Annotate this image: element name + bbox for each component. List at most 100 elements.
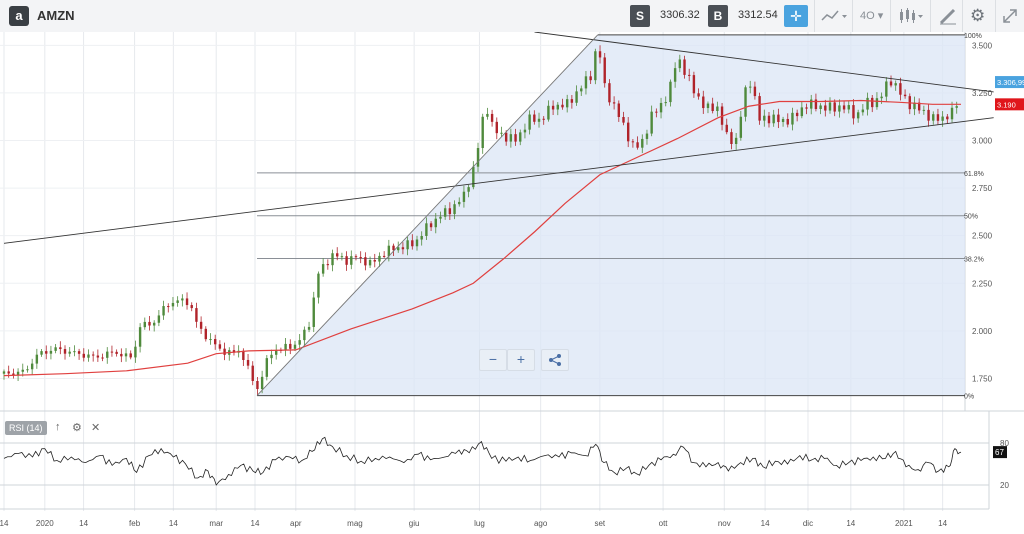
trendline: [256, 34, 599, 396]
candle-body: [678, 59, 682, 69]
candle-body: [824, 105, 827, 111]
zoom-in-button[interactable]: +: [507, 349, 535, 371]
candle-body: [509, 134, 513, 142]
candle-body: [800, 107, 804, 117]
candle-body: [650, 111, 653, 134]
x-tick-label: 14: [846, 519, 855, 528]
candle-body: [54, 347, 57, 351]
candle-body: [697, 93, 700, 97]
candle-body: [641, 138, 644, 148]
candle-body: [833, 102, 836, 112]
candle-body: [378, 255, 381, 262]
candle-body: [730, 132, 733, 145]
buy-price[interactable]: 3312.54: [738, 9, 778, 21]
y-tick-label: 3.000: [972, 137, 993, 146]
x-tick-label: 14: [169, 519, 178, 528]
candle-body: [392, 245, 395, 251]
candle-body: [580, 88, 583, 92]
candle-body: [260, 376, 264, 390]
candle-body: [565, 99, 569, 108]
candle-body: [59, 347, 62, 350]
candle-body: [917, 102, 921, 111]
x-tick-label: feb: [129, 519, 141, 528]
candle-body: [786, 118, 789, 125]
line-chart-icon[interactable]: [820, 6, 848, 26]
candle-body: [932, 114, 935, 121]
sell-button[interactable]: S: [630, 5, 650, 27]
candle-body: [814, 99, 818, 110]
candle-body: [143, 321, 146, 328]
candle-body: [758, 96, 761, 121]
candle-body: [936, 114, 940, 121]
symbol-title: AMZN: [37, 8, 75, 23]
candle-body: [866, 97, 869, 110]
candle-body: [411, 240, 414, 247]
candle-body: [63, 349, 67, 354]
buy-button[interactable]: B: [708, 5, 728, 27]
candle-body: [45, 351, 48, 354]
candle-body: [861, 109, 865, 113]
x-tick-label: giu: [409, 519, 420, 528]
candle-body: [528, 114, 531, 130]
candle-body: [777, 114, 780, 123]
candle-body: [115, 351, 118, 354]
candle-body: [439, 216, 442, 219]
candle-body: [688, 74, 691, 76]
x-tick-label: 14: [0, 519, 9, 528]
gear-icon[interactable]: ⚙: [72, 422, 82, 434]
candle-body: [326, 264, 330, 266]
candle-body: [345, 256, 348, 265]
y-tick-label: 2.250: [972, 279, 993, 288]
candle-body: [359, 257, 362, 259]
candle-body: [2, 371, 6, 374]
candlestick-icon[interactable]: [898, 6, 926, 26]
candle-body: [763, 115, 766, 121]
up-arrow-icon[interactable]: ↑: [55, 421, 61, 433]
x-tick-label: 14: [79, 519, 88, 528]
timeframe-label: 4O: [860, 10, 875, 22]
candle-body: [594, 51, 597, 81]
candle-body: [124, 353, 128, 357]
pencil-icon[interactable]: [938, 6, 958, 26]
candle-body: [500, 132, 503, 134]
close-icon[interactable]: ✕: [91, 422, 101, 434]
x-tick-label: set: [594, 519, 605, 528]
timeframe-select[interactable]: 4O ▾: [860, 6, 883, 26]
candle-body: [547, 105, 550, 120]
y-tick-label: 1.750: [972, 374, 993, 383]
gear-icon[interactable]: ⚙: [970, 6, 986, 25]
crosshair-icon[interactable]: ✛: [784, 5, 808, 27]
candle-body: [26, 369, 29, 371]
price-chart[interactable]: 14 2020 14 feb 14 mar 14 apr mag giu lug ago set ott n…: [0, 32, 1024, 534]
y-tick-label: 3.500: [972, 41, 993, 50]
candle-body: [749, 86, 752, 88]
candle-body: [30, 363, 34, 370]
fibonacci-level-label: 61.8%: [964, 171, 984, 178]
candle-body: [218, 344, 222, 349]
candle-body: [903, 94, 907, 97]
candle-body: [134, 346, 137, 358]
candle-body: [584, 76, 588, 89]
candle-body: [655, 111, 658, 113]
candle-body: [772, 114, 775, 124]
y-tick-label: 3.250: [972, 89, 993, 98]
candle-body: [120, 353, 123, 357]
rsi-last-marker: [993, 446, 1007, 459]
y-tick-label: 2.500: [972, 232, 993, 241]
x-tick-label: 2021: [895, 519, 913, 528]
candle-body: [856, 112, 860, 119]
sell-price[interactable]: 3306.32: [660, 9, 700, 21]
candle-body: [448, 208, 452, 215]
rsi-label[interactable]: RSI (14): [5, 421, 47, 435]
x-tick-label: apr: [290, 519, 302, 528]
candle-body: [533, 114, 536, 122]
candle-body: [21, 369, 24, 372]
candle-body: [265, 358, 269, 377]
candle-body: [49, 350, 53, 354]
candle-body: [162, 306, 165, 316]
candle-body: [608, 83, 611, 103]
zoom-out-button[interactable]: −: [479, 349, 507, 371]
share-icon[interactable]: [541, 349, 569, 371]
candle-body: [223, 348, 226, 355]
expand-icon[interactable]: [1001, 6, 1019, 26]
